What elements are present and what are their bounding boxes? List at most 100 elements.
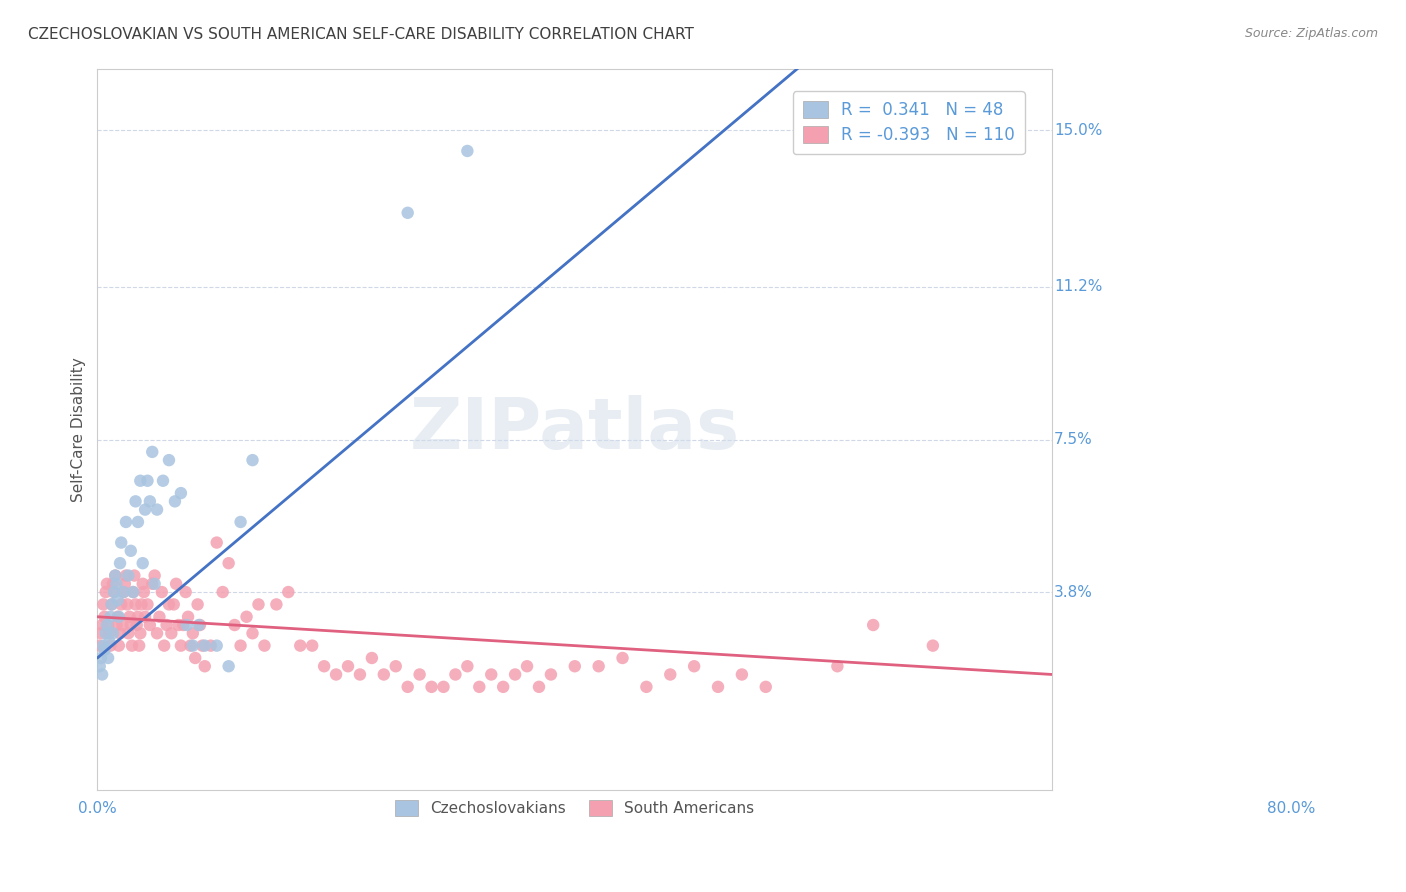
Point [360, 651, 382, 665]
Point [129, 626, 152, 640]
Point [194, 659, 217, 673]
Point [93, 642, 115, 657]
Point [564, 659, 586, 673]
Point [91, 667, 114, 681]
Point [89, 639, 111, 653]
Point [155, 618, 177, 632]
Point [91, 618, 114, 632]
Point [165, 576, 187, 591]
Point [755, 680, 778, 694]
Point [205, 639, 228, 653]
Point [100, 639, 122, 653]
Point [163, 494, 186, 508]
Point [152, 474, 174, 488]
Point [503, 667, 526, 681]
Point [153, 639, 176, 653]
Point [100, 609, 122, 624]
Point [420, 680, 443, 694]
Point [167, 618, 190, 632]
Point [253, 639, 276, 653]
Point [146, 502, 169, 516]
Point [176, 618, 198, 632]
Point [707, 680, 730, 694]
Text: 15.0%: 15.0% [1054, 123, 1102, 138]
Point [107, 609, 129, 624]
Point [337, 659, 360, 673]
Point [184, 651, 207, 665]
Point [218, 556, 240, 570]
Point [384, 659, 406, 673]
Point [373, 667, 395, 681]
Point [444, 667, 467, 681]
Point [277, 585, 299, 599]
Point [101, 626, 124, 640]
Point [242, 626, 264, 640]
Point [139, 494, 162, 508]
Point [108, 609, 131, 624]
Point [118, 609, 141, 624]
Point [163, 598, 186, 612]
Point [205, 535, 228, 549]
Point [468, 680, 491, 694]
Text: 80.0%: 80.0% [1267, 801, 1315, 815]
Point [290, 639, 312, 653]
Point [108, 626, 131, 640]
Point [181, 639, 204, 653]
Point [177, 609, 200, 624]
Point [179, 639, 201, 653]
Point [97, 651, 120, 665]
Point [110, 598, 132, 612]
Point [98, 634, 121, 648]
Point [125, 618, 148, 632]
Text: 0.0%: 0.0% [77, 801, 117, 815]
Point [117, 568, 139, 582]
Point [115, 568, 138, 582]
Point [170, 486, 193, 500]
Point [314, 659, 336, 673]
Point [170, 639, 193, 653]
Point [141, 576, 163, 591]
Point [301, 639, 323, 653]
Point [172, 618, 194, 632]
Point [242, 453, 264, 467]
Point [247, 598, 270, 612]
Point [134, 609, 156, 624]
Point [122, 585, 145, 599]
Point [115, 515, 138, 529]
Point [94, 626, 117, 640]
Point [218, 659, 240, 673]
Point [191, 639, 214, 653]
Point [194, 639, 217, 653]
Text: Source: ZipAtlas.com: Source: ZipAtlas.com [1244, 27, 1378, 40]
Point [101, 576, 124, 591]
Point [122, 585, 145, 599]
Point [124, 598, 146, 612]
Point [129, 474, 152, 488]
Point [120, 618, 142, 632]
Point [396, 680, 419, 694]
Point [143, 568, 166, 582]
Point [229, 515, 252, 529]
Point [235, 609, 257, 624]
Point [96, 576, 118, 591]
Point [325, 667, 347, 681]
Point [408, 667, 430, 681]
Point [157, 598, 180, 612]
Point [94, 585, 117, 599]
Point [108, 556, 131, 570]
Point [492, 680, 515, 694]
Point [143, 576, 166, 591]
Text: 7.5%: 7.5% [1054, 432, 1092, 447]
Point [349, 667, 371, 681]
Point [108, 639, 131, 653]
Point [456, 144, 478, 158]
Point [111, 618, 134, 632]
Point [131, 556, 153, 570]
Point [117, 626, 139, 640]
Point [100, 598, 122, 612]
Point [124, 494, 146, 508]
Point [96, 618, 118, 632]
Point [103, 585, 125, 599]
Legend: Czechoslovakians, South Americans: Czechoslovakians, South Americans [387, 791, 763, 826]
Point [683, 659, 706, 673]
